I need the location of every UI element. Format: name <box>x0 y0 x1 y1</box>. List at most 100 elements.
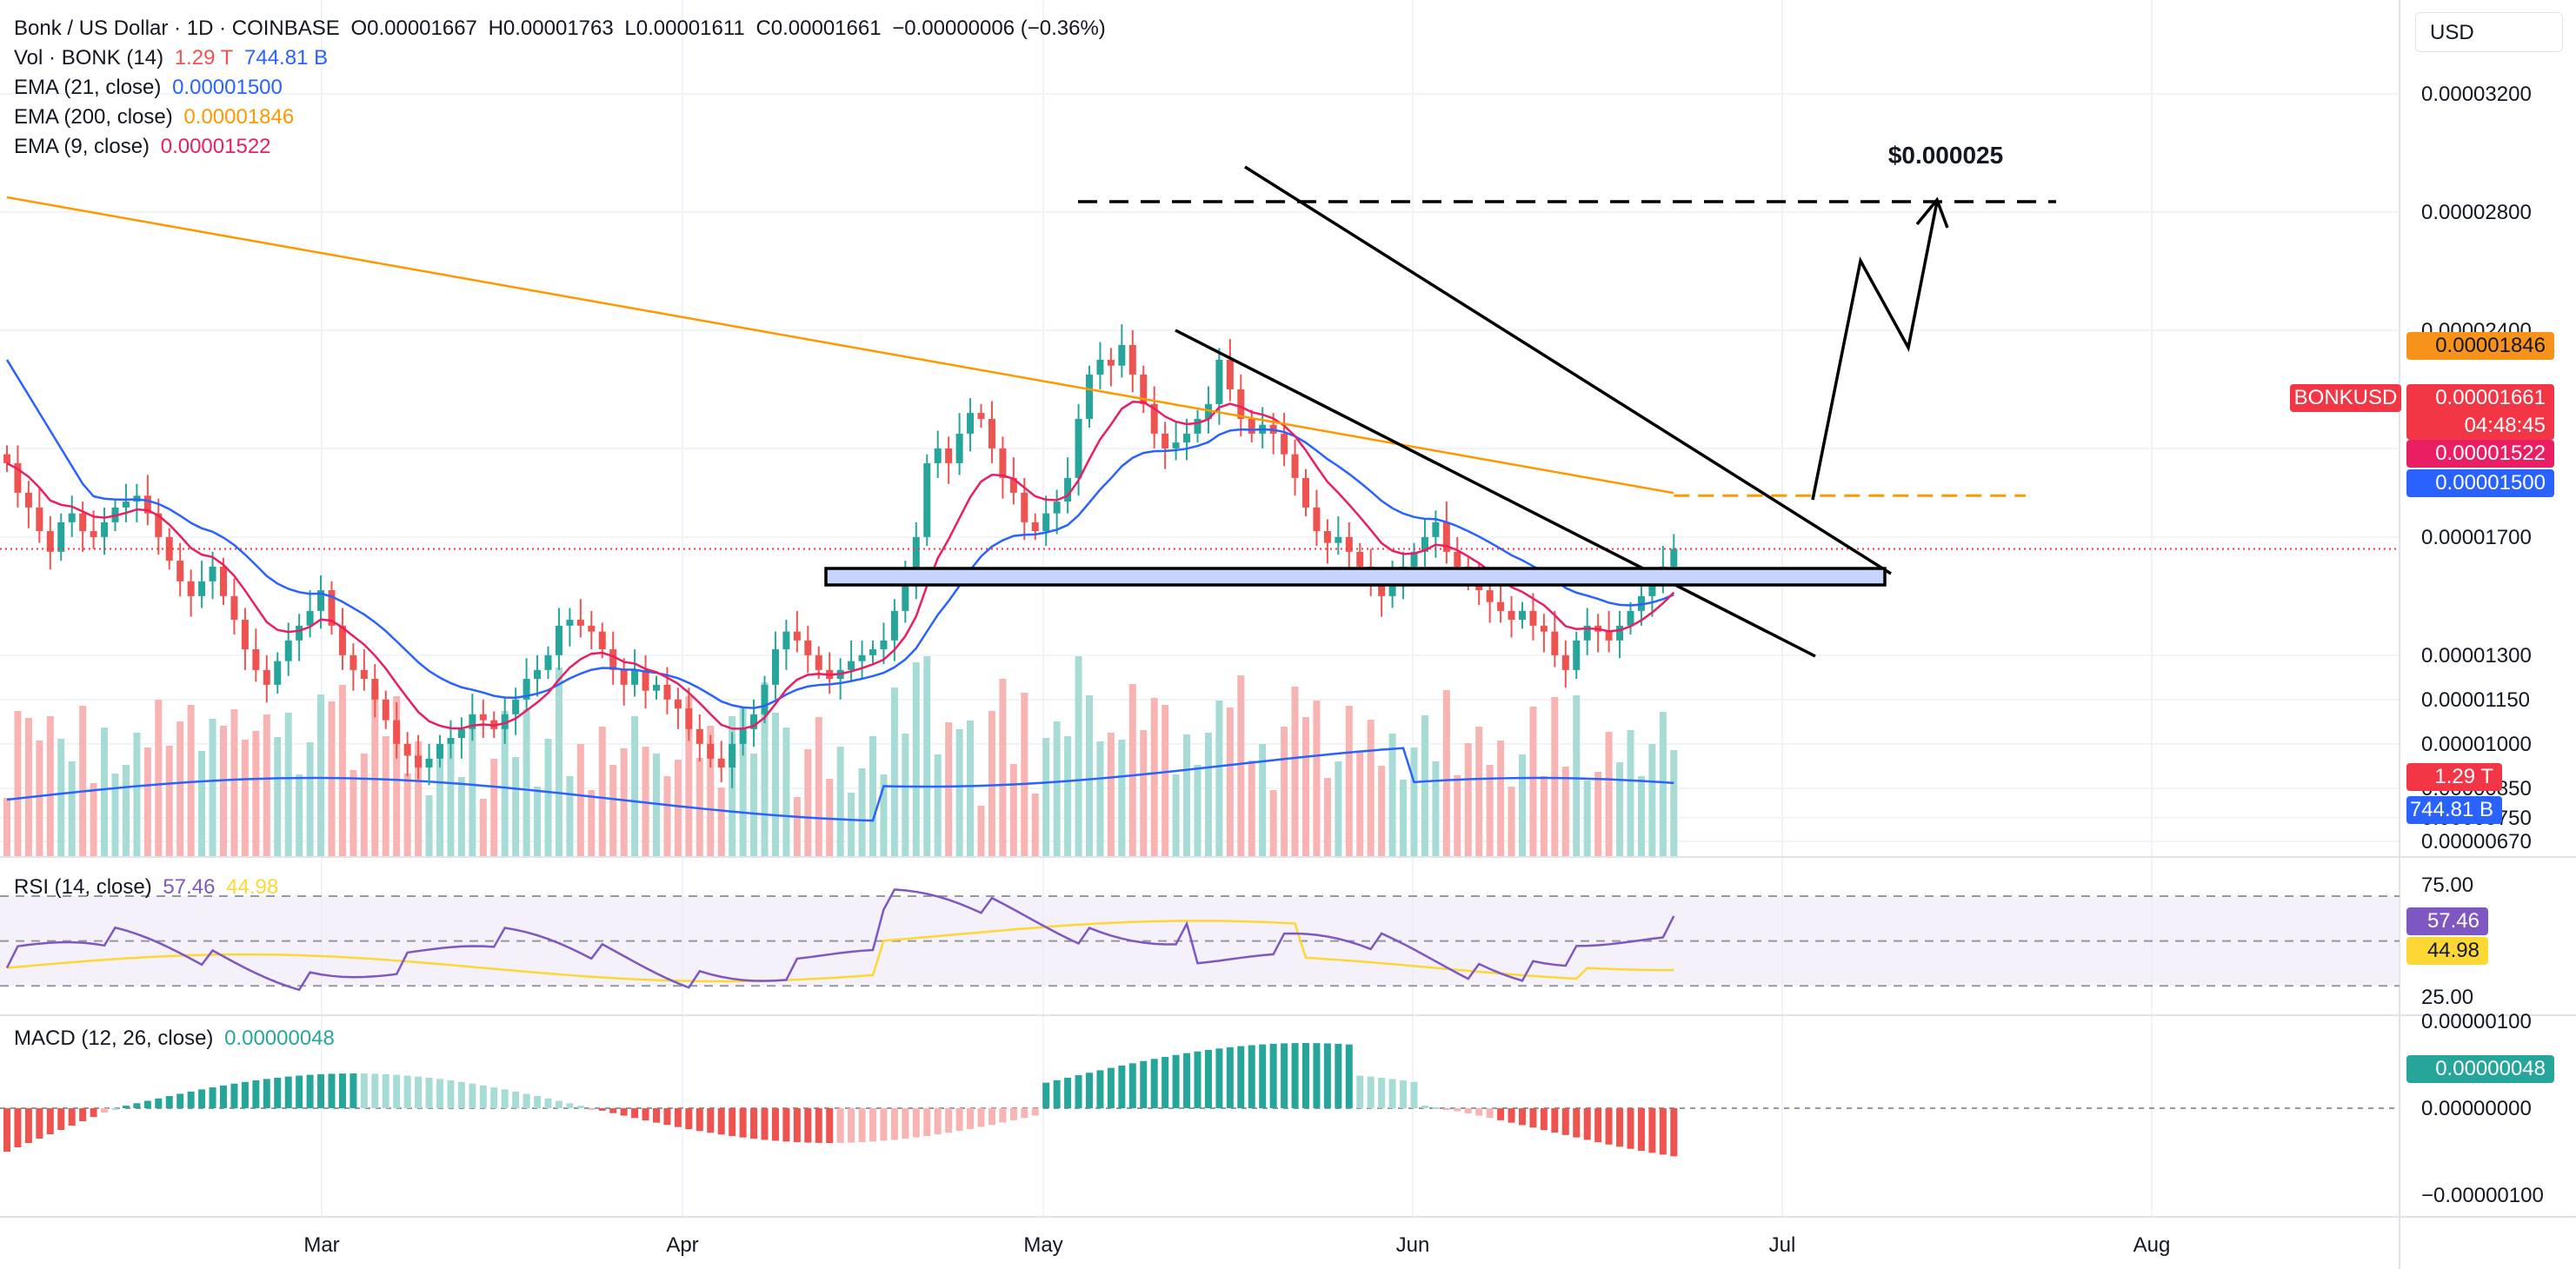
macd-histogram-bar <box>512 1091 520 1108</box>
macd-histogram-bar <box>230 1083 238 1108</box>
macd-histogram-bar <box>1172 1054 1180 1108</box>
candle-body <box>360 669 368 680</box>
candle <box>155 498 163 555</box>
macd-histogram-bar <box>1053 1080 1061 1108</box>
macd-histogram-bar <box>707 1108 715 1133</box>
candle-body <box>1551 631 1559 655</box>
macd-histogram-bar <box>826 1108 834 1143</box>
macd-tick-label: 0.00000100 <box>2421 1010 2532 1033</box>
candle-body <box>1096 359 1104 375</box>
candle <box>1162 422 1169 469</box>
volume-bar <box>782 728 790 856</box>
rsi-value: 57.46 <box>163 875 216 899</box>
candle <box>1140 365 1148 414</box>
candle-body <box>1215 359 1223 404</box>
ema9-legend[interactable]: EMA (9, close) 0.00001522 <box>14 132 276 162</box>
macd-histogram-bar <box>1335 1043 1342 1108</box>
candle <box>1194 409 1201 443</box>
candle-body <box>696 728 703 744</box>
candle <box>436 734 443 768</box>
candle-body <box>187 581 195 596</box>
macd-histogram-bar <box>1573 1108 1581 1138</box>
macd-histogram-bar <box>1215 1048 1223 1108</box>
candle <box>1009 457 1017 505</box>
macd-histogram-bar <box>1356 1075 1364 1108</box>
candle <box>425 743 433 786</box>
volume-bar <box>685 696 693 856</box>
rsi-price-tag: 57.46 <box>2406 907 2488 935</box>
candle <box>1313 489 1321 547</box>
candle <box>1323 519 1331 564</box>
candle <box>1335 516 1342 555</box>
volume-bar <box>1605 732 1613 856</box>
volume-bar <box>209 719 216 856</box>
candle <box>1053 489 1061 535</box>
volume-bar <box>393 696 401 856</box>
candle <box>1172 422 1180 461</box>
volume-bar <box>1335 761 1342 856</box>
ema21-legend[interactable]: EMA (21, close) 0.00001500 <box>14 73 288 103</box>
candle-body <box>1583 625 1591 641</box>
candle-body <box>1226 359 1234 389</box>
candle-body <box>642 669 649 691</box>
candle-body <box>1281 433 1288 455</box>
rsi-legend[interactable]: RSI (14, close) 57.46 44.98 <box>14 873 283 902</box>
candle <box>393 702 401 759</box>
candle-body <box>1605 631 1613 641</box>
candle-body <box>967 413 975 434</box>
candle-body <box>782 631 790 650</box>
volume-bar <box>101 728 109 856</box>
price-tick-label: 0.00002800 <box>2421 201 2532 224</box>
macd-histogram-bar <box>220 1085 227 1108</box>
candle-body <box>371 679 379 700</box>
currency-button[interactable]: USD <box>2415 12 2563 52</box>
candle <box>274 652 282 694</box>
vol-legend[interactable]: Vol · BONK (14) 1.29 T 744.81 B <box>14 43 333 73</box>
candle <box>999 436 1007 499</box>
candle <box>620 658 628 706</box>
candle <box>338 608 346 670</box>
macd-histogram-bar <box>1464 1108 1472 1113</box>
macd-histogram-bar <box>674 1108 682 1127</box>
candle <box>1508 595 1515 638</box>
volume-bar <box>447 739 455 856</box>
macd-histogram-bar <box>729 1108 736 1137</box>
candle-body <box>620 669 628 685</box>
channel-lower-line <box>1175 329 1816 658</box>
candle-body <box>436 743 443 759</box>
ema200-legend[interactable]: EMA (200, close) 0.00001846 <box>14 103 299 132</box>
macd-histogram-bar <box>945 1108 953 1133</box>
macd-legend[interactable]: MACD (12, 26, close) 0.00000048 <box>14 1024 340 1053</box>
candle <box>858 640 866 680</box>
volume-bar <box>1540 776 1548 856</box>
volume-bar <box>1594 772 1602 856</box>
volume-bar <box>890 688 898 856</box>
candle <box>1432 510 1440 558</box>
volume-bar <box>90 783 97 856</box>
macd-histogram-bar <box>967 1108 975 1129</box>
volume-bar <box>1573 695 1581 856</box>
macd-histogram-bar <box>1150 1059 1158 1108</box>
candle <box>187 569 195 617</box>
volume-bar <box>902 734 909 856</box>
volume-bar <box>674 760 682 856</box>
macd-histogram-bar <box>836 1108 844 1143</box>
volume-bar <box>923 656 931 856</box>
volume-bar <box>1183 734 1191 856</box>
candle-body <box>1573 640 1581 670</box>
macd-histogram-bar <box>1388 1079 1396 1108</box>
candle <box>869 640 876 665</box>
volume-bar <box>143 747 151 856</box>
volume-bar <box>57 739 65 856</box>
candle-body <box>296 625 303 641</box>
candle <box>923 454 931 547</box>
candle <box>1237 374 1245 437</box>
macd-histogram-bar <box>1594 1108 1602 1143</box>
candle-body <box>263 669 270 685</box>
macd-histogram-bar <box>576 1106 584 1108</box>
volume-bar <box>1215 701 1223 856</box>
volume-bar <box>1226 708 1234 856</box>
macd-histogram-bar <box>425 1077 433 1108</box>
projection-path <box>1811 201 1939 501</box>
